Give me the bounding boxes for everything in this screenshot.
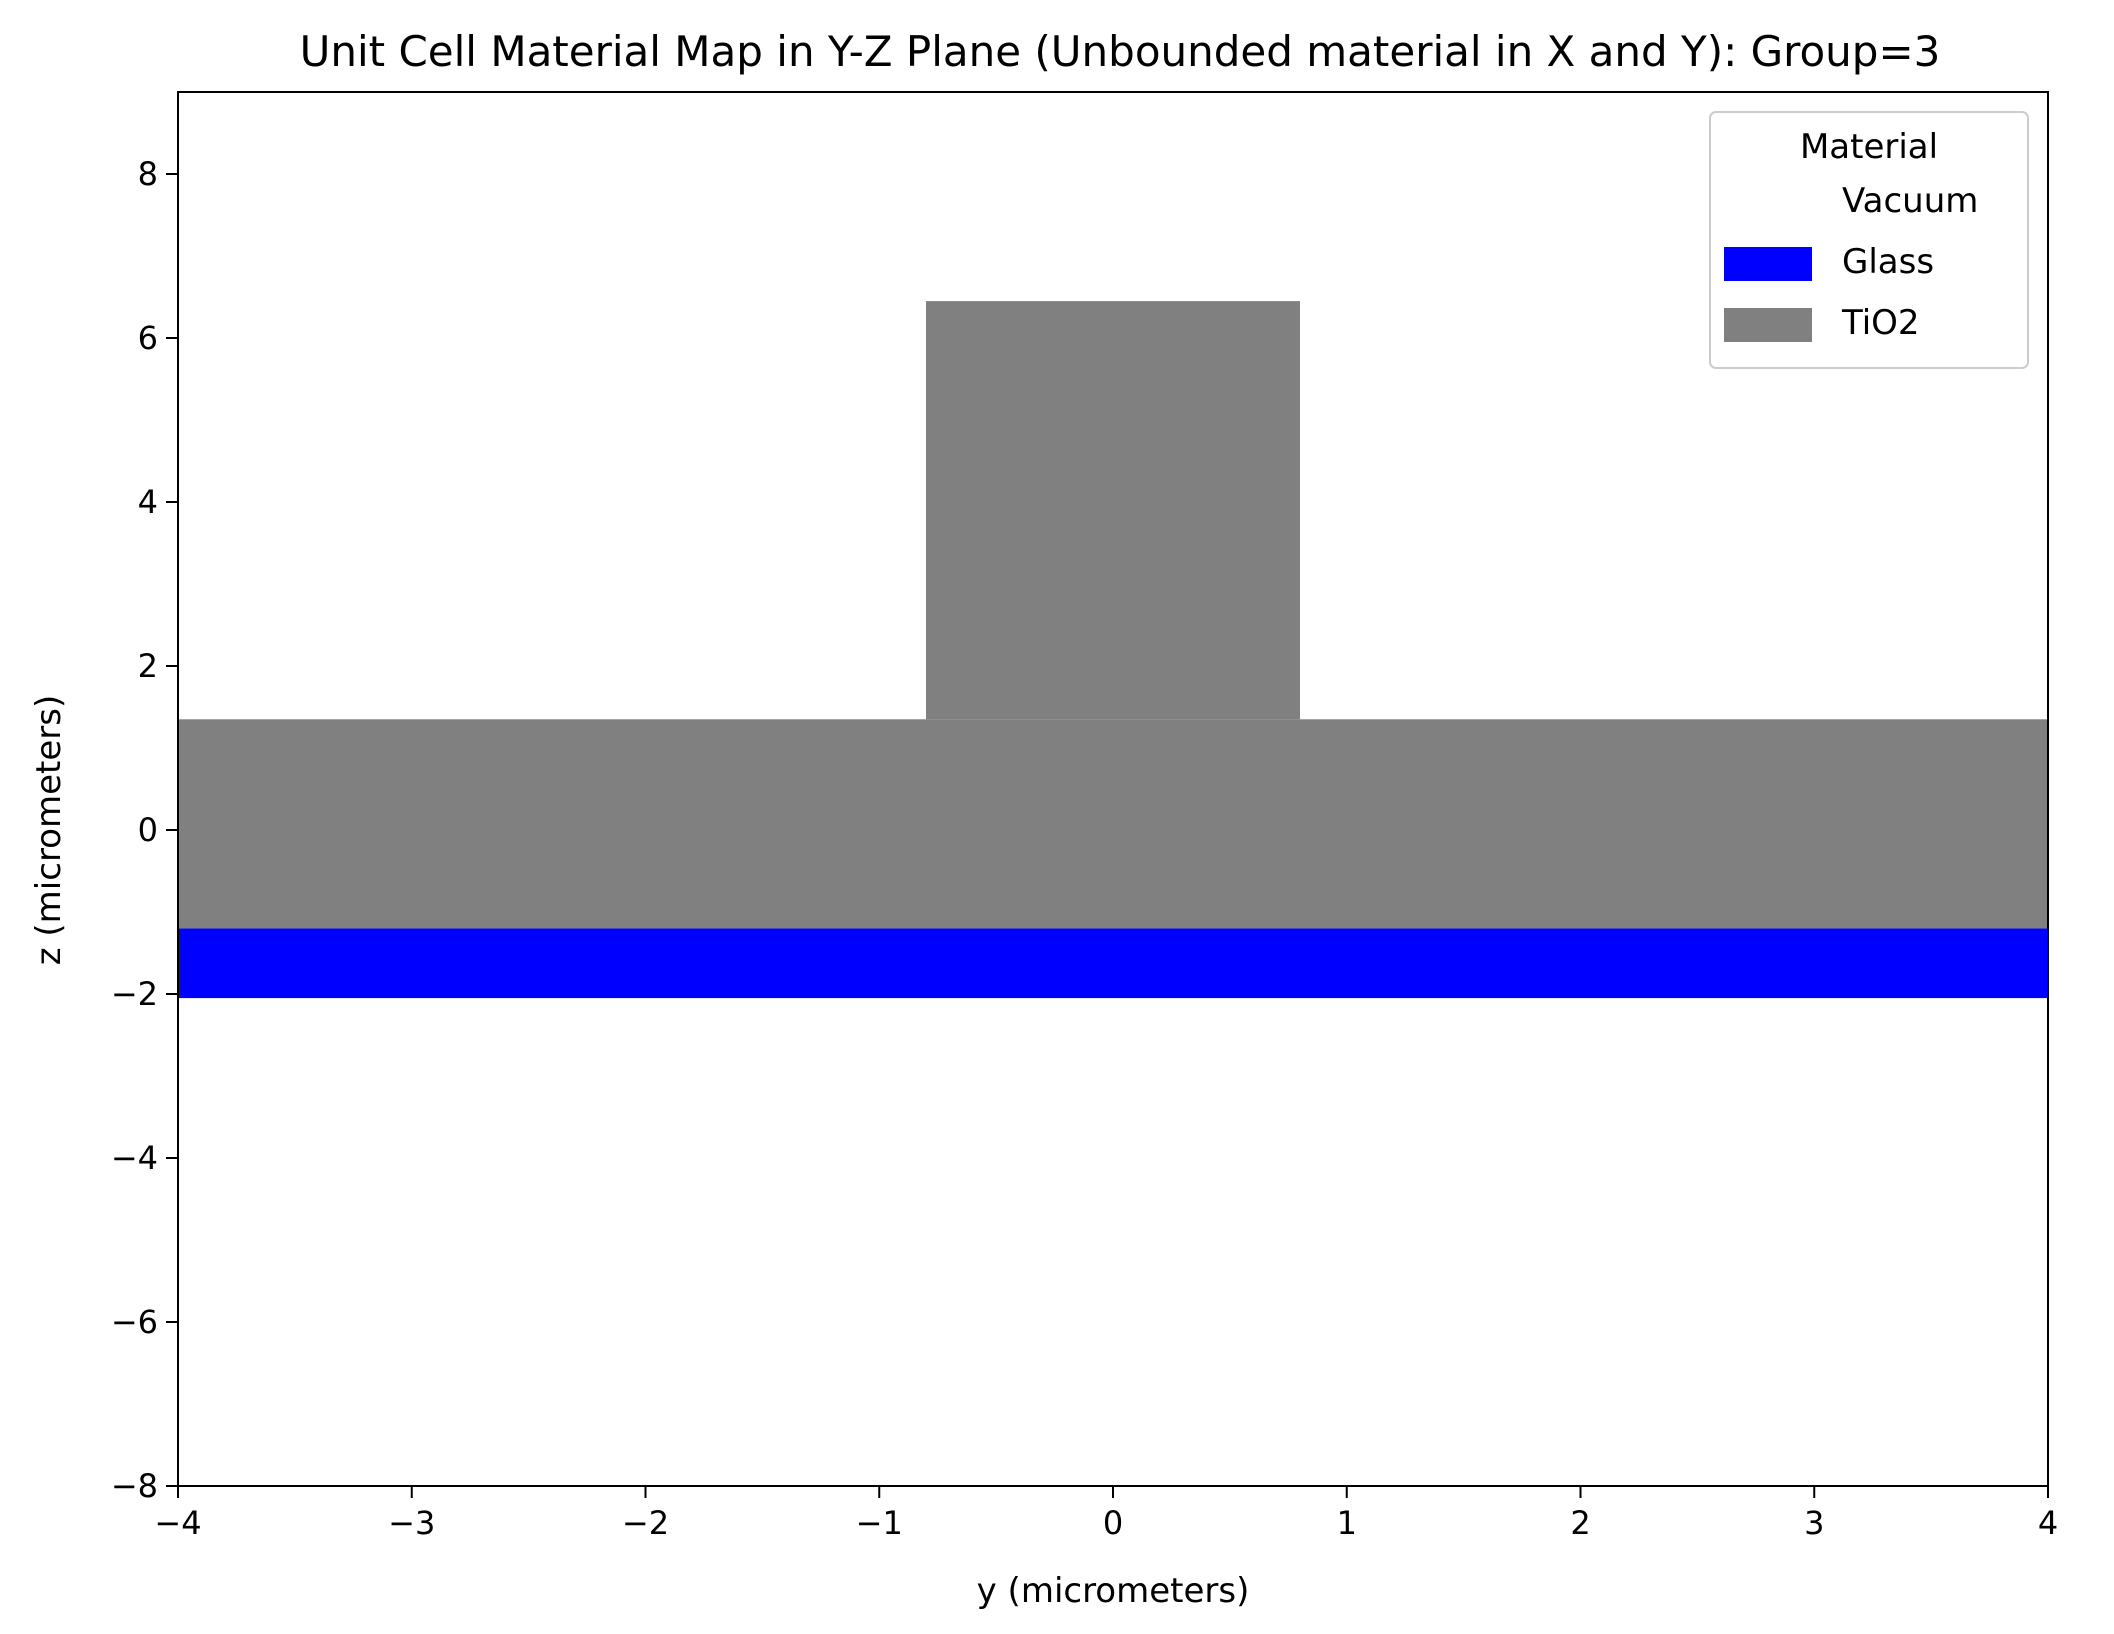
y-tick-label: −2 bbox=[111, 975, 158, 1013]
x-tick-label: 2 bbox=[1570, 1504, 1590, 1542]
legend-title: Material bbox=[1800, 127, 1938, 167]
legend-swatch-vacuum bbox=[1724, 186, 1812, 220]
x-tick-label: −1 bbox=[856, 1504, 903, 1542]
legend-swatch-glass bbox=[1724, 247, 1812, 281]
y-tick-label: 0 bbox=[138, 811, 158, 849]
x-tick-label: 1 bbox=[1337, 1504, 1357, 1542]
y-tick-label: −6 bbox=[111, 1303, 158, 1341]
y-tick-label: −4 bbox=[111, 1139, 158, 1177]
x-tick-label: −4 bbox=[154, 1504, 201, 1542]
y-tick-label: 4 bbox=[138, 483, 158, 521]
legend: Material Vacuum Glass TiO2 bbox=[1709, 111, 2029, 369]
y-axis: −8 −6 −4 −2 0 2 4 6 8 bbox=[111, 155, 178, 1505]
region-tio2-1 bbox=[178, 719, 2048, 929]
x-tick-label: −3 bbox=[388, 1504, 435, 1542]
x-tick-label: 3 bbox=[1804, 1504, 1824, 1542]
region-glass-0 bbox=[178, 928, 2048, 999]
region-tio2-2 bbox=[926, 301, 1300, 720]
x-axis-label: y (micrometers) bbox=[977, 1571, 1250, 1611]
y-tick-label: 2 bbox=[138, 647, 158, 685]
y-tick-label: 6 bbox=[138, 319, 158, 357]
x-tick-label: 0 bbox=[1103, 1504, 1123, 1542]
legend-label-glass: Glass bbox=[1842, 242, 1934, 282]
y-tick-label: −8 bbox=[111, 1467, 158, 1505]
chart-title: Unit Cell Material Map in Y-Z Plane (Unb… bbox=[300, 27, 1941, 76]
x-tick-label: 4 bbox=[2038, 1504, 2058, 1542]
y-axis-label: z (micrometers) bbox=[29, 695, 69, 965]
x-tick-label: −2 bbox=[622, 1504, 669, 1542]
legend-label-vacuum: Vacuum bbox=[1842, 181, 1978, 221]
x-axis: −4 −3 −2 −1 0 1 2 3 4 bbox=[154, 1486, 2058, 1542]
legend-label-tio2: TiO2 bbox=[1841, 303, 1920, 343]
legend-swatch-tio2 bbox=[1724, 308, 1812, 342]
y-tick-label: 8 bbox=[138, 155, 158, 193]
legend-box bbox=[1709, 111, 2029, 369]
